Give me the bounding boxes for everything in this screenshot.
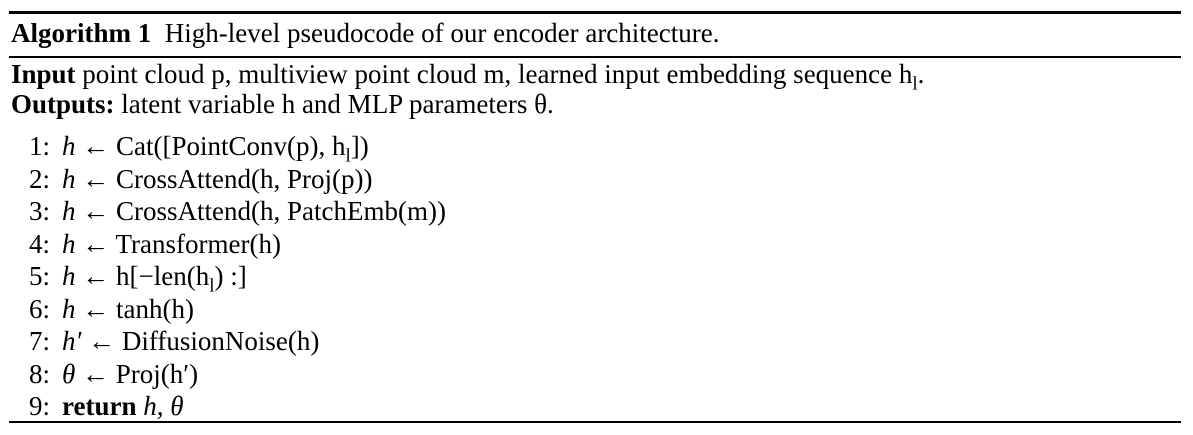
input-text: point cloud p, multiview point cloud m, … <box>75 59 913 89</box>
step-7: 7: h′ ← DiffusionNoise(h) <box>9 325 446 358</box>
input-subscript: l <box>912 73 918 95</box>
input-end: . <box>917 59 925 89</box>
step-arrow: ← <box>75 228 116 259</box>
step-arrow: ← <box>75 293 116 324</box>
step-rhs: h[−len(h <box>116 261 210 291</box>
step-rhs: Transformer(h) <box>115 228 281 259</box>
algorithm-caption: Algorithm 1 High-level pseudocode of our… <box>11 16 720 50</box>
step-number: 1: <box>28 131 50 161</box>
output-line: Outputs: latent variable h and MLP param… <box>11 88 554 120</box>
step-1: 1: h ← Cat([PointConv(p), hl]) <box>9 130 446 167</box>
step-lhs: h <box>62 228 76 259</box>
step-rhs: h, θ <box>136 391 184 421</box>
step-arrow: ← <box>75 131 116 161</box>
step-lhs: h <box>62 196 76 226</box>
step-arrow: ← <box>75 196 116 226</box>
algorithm-block: Algorithm 1 High-level pseudocode of our… <box>9 11 1181 423</box>
step-number: 2: <box>28 163 50 194</box>
step-4: 4: h ← Transformer(h) <box>9 228 446 261</box>
step-rhs: CrossAttend(h, Proj(p)) <box>116 163 373 194</box>
algorithm-title: High-level pseudocode of our encoder arc… <box>164 18 720 48</box>
step-lhs: h <box>62 131 76 161</box>
step-2: 2: h ← CrossAttend(h, Proj(p)) <box>9 163 446 196</box>
return-keyword: return <box>62 391 137 421</box>
caption-rule <box>9 56 1181 58</box>
step-rhs: Cat([PointConv(p), h <box>116 131 346 161</box>
step-list: 1: h ← Cat([PointConv(p), hl]) 2: h ← Cr… <box>9 130 446 423</box>
step-number: 6: <box>28 293 50 324</box>
input-line: Input point cloud p, multiview point clo… <box>11 58 925 93</box>
step-rhs-end: ) :] <box>214 261 247 291</box>
step-rhs-end: ]) <box>350 131 369 161</box>
step-number: 4: <box>28 228 50 259</box>
step-3: 3: h ← CrossAttend(h, PatchEmb(m)) <box>9 195 446 228</box>
step-5: 5: h ← h[−len(hl) :] <box>9 260 446 297</box>
step-lhs: θ <box>62 358 76 389</box>
step-9: 9: return h, θ <box>9 390 446 423</box>
top-rule <box>9 11 1181 14</box>
input-label: Input <box>11 59 76 89</box>
step-rhs: CrossAttend(h, PatchEmb(m)) <box>116 196 446 226</box>
step-rhs: Proj(h′) <box>115 358 199 389</box>
step-rhs: tanh(h) <box>116 293 194 324</box>
step-subscript: l <box>209 275 215 297</box>
step-number: 5: <box>28 261 50 291</box>
step-rhs: DiffusionNoise(h) <box>121 326 320 356</box>
step-lhs: h′ <box>62 326 82 356</box>
algorithm-label: Algorithm 1 <box>11 18 152 48</box>
step-lhs: h <box>62 293 76 324</box>
step-lhs: h <box>62 163 76 194</box>
bottom-rule <box>9 421 1181 423</box>
step-arrow: ← <box>75 261 116 291</box>
step-lhs: h <box>62 261 76 291</box>
step-arrow: ← <box>81 326 122 356</box>
output-label: Outputs: <box>11 89 115 119</box>
step-6: 6: h ← tanh(h) <box>9 293 446 326</box>
step-arrow: ← <box>75 163 116 194</box>
step-number: 9: <box>28 391 50 421</box>
output-text: latent variable h and MLP parameters θ. <box>114 89 554 119</box>
step-arrow: ← <box>75 358 116 389</box>
step-number: 3: <box>28 196 50 226</box>
step-number: 8: <box>28 358 50 389</box>
step-number: 7: <box>28 326 50 356</box>
step-8: 8: θ ← Proj(h′) <box>9 358 446 391</box>
step-subscript: l <box>345 145 351 167</box>
